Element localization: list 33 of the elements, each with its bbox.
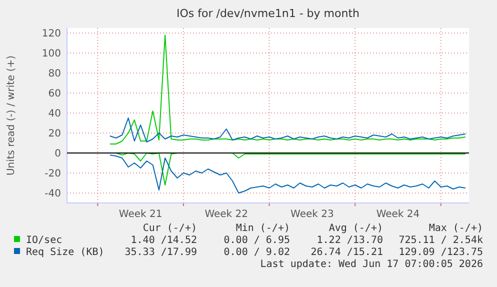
text: Last update: Wed Jun 17 07:00:05 2026 — [260, 259, 483, 270]
text: 35.33 /17.99 — [124, 247, 197, 258]
y-tick-label: 120 — [42, 28, 61, 40]
text: Max (-/+) — [428, 223, 483, 234]
text: 1.40 /14.52 — [130, 235, 197, 246]
y-tick-label: 60 — [48, 88, 61, 100]
text: 1.22 /13.70 — [316, 235, 383, 246]
text: 0.00 / 9.02 — [224, 247, 290, 258]
line-series — [109, 118, 466, 142]
chart-title: IOs for /dev/nvme1n1 - by month — [176, 7, 360, 20]
y-tick-label: 0 — [54, 148, 61, 160]
text: 725.11 / 2.54k — [398, 235, 483, 246]
text: 129.09 /123.75 — [398, 247, 483, 258]
line-series — [109, 154, 466, 194]
y-axis-title: Units read (-) / write (+) — [6, 55, 17, 176]
y-tick-label: 100 — [42, 48, 61, 60]
y-tick-label: 40 — [48, 108, 61, 120]
x-tick-label: Week 23 — [290, 209, 334, 220]
y-tick-label: -20 — [44, 168, 61, 180]
legend-label: Req Size (KB) — [26, 247, 104, 258]
y-tick-label: -40 — [44, 188, 61, 200]
y-tick-label: 80 — [48, 68, 61, 80]
text: Cur (-/+) — [142, 223, 197, 234]
text: Min (-/+) — [236, 223, 290, 234]
text: Avg (-/+) — [328, 223, 383, 234]
y-tick-label: 20 — [48, 128, 61, 140]
x-tick-label: Week 22 — [204, 209, 248, 220]
line-series — [109, 34, 466, 144]
text: 0.00 / 6.95 — [224, 235, 290, 246]
text: 26.74 /15.21 — [310, 247, 383, 258]
x-tick-label: Week 21 — [118, 209, 162, 220]
x-tick-label: Week 24 — [376, 209, 420, 220]
legend-label: IO/sec — [26, 235, 62, 246]
